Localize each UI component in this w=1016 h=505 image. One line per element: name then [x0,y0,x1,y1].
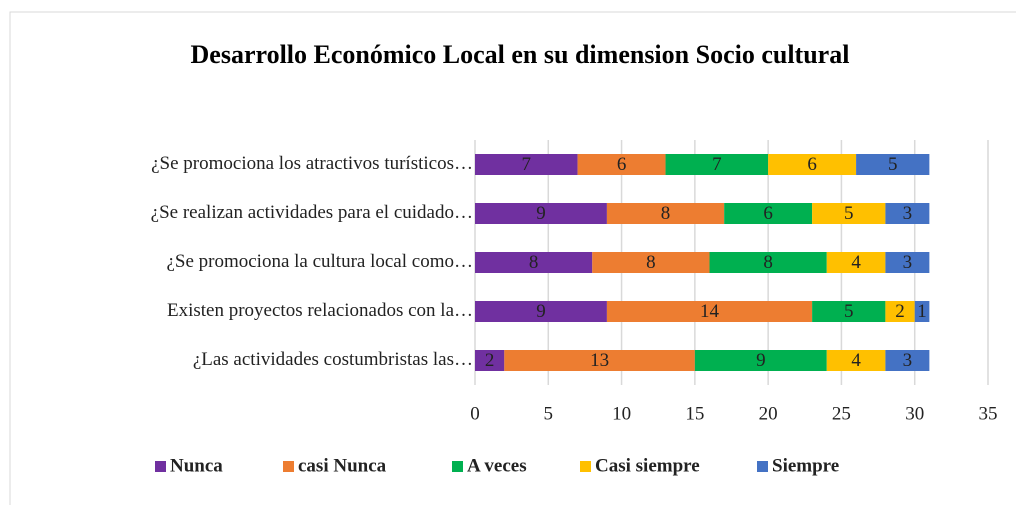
data-label: 2 [485,350,495,371]
data-label: 3 [903,350,913,371]
data-label: 7 [522,154,532,175]
data-label: 6 [763,203,773,224]
data-label: 13 [590,350,609,371]
data-label: 5 [844,203,854,224]
data-label: 14 [700,301,720,322]
legend-swatch [757,461,768,472]
bar-segment [812,203,886,224]
legend-swatch [580,461,591,472]
data-label: 1 [917,301,927,322]
chart-title: Desarrollo Económico Local en su dimensi… [190,40,850,69]
bar-segment [606,301,813,322]
legend-label: Nunca [170,455,223,476]
legend-label: A veces [467,455,527,476]
bar-segment [665,154,769,175]
x-tick-label: 5 [544,403,554,424]
bar-segment [885,252,930,273]
legend-label: casi Nunca [298,455,387,476]
bar-segment [914,301,930,322]
legend-swatch [452,461,463,472]
x-tick-label: 30 [905,403,924,424]
data-label: 4 [851,350,861,371]
data-label: 9 [756,350,766,371]
x-tick-label: 0 [470,403,480,424]
bar-segment [885,301,915,322]
chart-border [9,11,1016,505]
data-label: 6 [807,154,817,175]
data-label: 3 [903,252,913,273]
bar-segment [475,252,593,273]
x-tick-label: 25 [832,403,851,424]
data-label: 7 [712,154,722,175]
bar-segment [768,154,857,175]
data-label: 9 [536,203,546,224]
data-label: 8 [529,252,539,273]
data-label: 3 [903,203,913,224]
data-label: 6 [617,154,627,175]
bar-segment [475,350,505,371]
data-label: 4 [851,252,861,273]
bar-segment [475,154,578,175]
y-tick-label: ¿Se promociona la cultura local como… [166,251,473,272]
bar-segment [709,252,827,273]
bar-segment [606,203,725,224]
x-tick-label: 15 [685,403,704,424]
bar-segment [475,301,607,322]
bar-segment [694,350,827,371]
data-label: 8 [646,252,656,273]
bar-segment [475,203,607,224]
y-tick-label: ¿Se promociona los atractivos turísticos… [151,153,473,174]
legend-label: Casi siempre [595,455,700,476]
bar-segment [504,350,695,371]
legend-swatch [283,461,294,472]
bar-segment [826,252,886,273]
data-label: 2 [895,301,905,322]
data-label: 9 [536,301,546,322]
y-tick-label: ¿Las actividades costumbristas las… [193,349,473,370]
data-label: 5 [844,301,854,322]
bar-segment [856,154,930,175]
bar-segment [812,301,886,322]
legend-swatch [155,461,166,472]
data-label: 5 [888,154,898,175]
bar-segment [826,350,886,371]
bar-segment [885,350,930,371]
x-tick-label: 20 [759,403,778,424]
bar-segment [724,203,813,224]
bar-segment [577,154,666,175]
x-tick-label: 10 [612,403,631,424]
legend-label: Siempre [772,455,839,476]
y-tick-label: Existen proyectos relacionados con la… [167,300,473,321]
bar-segment [592,252,710,273]
y-tick-label: ¿Se realizan actividades para el cuidado… [151,202,473,223]
bar-segment [885,203,930,224]
data-label: 8 [661,203,671,224]
x-tick-label: 35 [979,403,998,424]
data-label: 8 [763,252,773,273]
